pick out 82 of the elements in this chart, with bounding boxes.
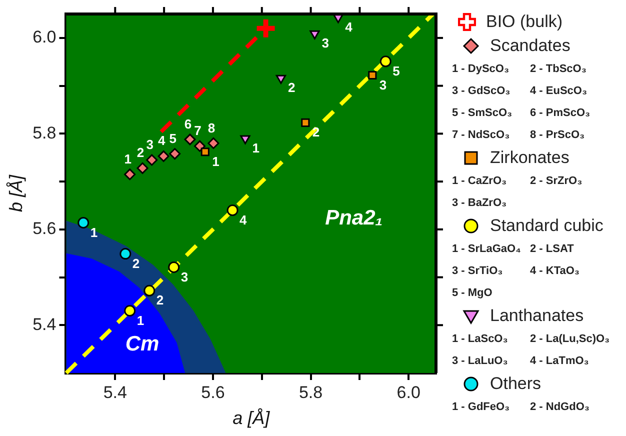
x-tick-label: 6.0	[396, 382, 420, 402]
point	[168, 261, 180, 273]
annotation: 3	[379, 77, 387, 92]
point	[146, 154, 158, 166]
legend-label: Others	[490, 374, 542, 394]
annotation: 2	[132, 256, 140, 271]
point	[226, 204, 238, 216]
y-tick-label: 5.6	[32, 219, 56, 238]
point	[124, 168, 136, 180]
annotation: 3	[180, 269, 188, 284]
point	[124, 305, 136, 317]
point	[169, 148, 181, 160]
legend-label: Lanthanates	[490, 306, 584, 326]
text: 2 - NdGdO₃	[530, 400, 590, 415]
point	[194, 140, 206, 152]
annotation: 5	[169, 130, 176, 146]
x-tick-label: 5.6	[201, 382, 225, 402]
text: 5 - SmScO₃	[452, 106, 514, 121]
annotation: 2	[136, 145, 144, 160]
text: 1 - CaZrO₃	[452, 174, 508, 189]
point	[120, 248, 132, 260]
text: 5 - MgO	[452, 286, 494, 301]
annotation: 3	[146, 137, 154, 152]
point	[184, 134, 196, 146]
annotation: 3	[322, 36, 329, 51]
text: 2 - LSAT	[530, 242, 575, 257]
text: 4 - LaTmO₃	[530, 354, 590, 369]
text: 2 - La(Lu,Sc)O₃	[530, 332, 611, 347]
text: 3 - BaZrO₃	[452, 196, 508, 211]
text: 2 - SrZrO₃	[530, 174, 584, 189]
annotation: 1	[252, 140, 260, 156]
annotation: 2	[156, 292, 164, 308]
annotation: 6	[184, 116, 192, 132]
legend-label: Zirkonates	[490, 148, 570, 168]
annotation: 1	[136, 312, 144, 328]
text: 7 - NdScO₃	[452, 128, 511, 143]
annotation: 1	[124, 151, 132, 166]
point	[380, 56, 392, 68]
text: 4 - KTaO₃	[530, 264, 580, 279]
annotation: 1	[212, 154, 220, 169]
text: 3 - LaLuO₃	[452, 354, 509, 369]
point	[240, 135, 250, 144]
point	[158, 150, 170, 162]
annotation: 1	[90, 224, 98, 240]
text: 3 - SrTiO₃	[452, 264, 504, 279]
text: 1 - LaScO₃	[452, 332, 509, 347]
y-axis-title: b [Å]	[6, 174, 26, 212]
x-tick-label: 5.4	[103, 382, 127, 402]
text: 4 - EuScO₃	[530, 84, 588, 99]
point	[136, 162, 148, 174]
point	[310, 30, 320, 40]
x-axis-title: a [Å]	[232, 408, 271, 428]
y-tick-label: 5.4	[32, 314, 56, 334]
annotation: 2	[288, 80, 296, 96]
annotation: Pna2₁	[325, 206, 383, 230]
legend-label: BIO (bulk)	[486, 12, 563, 32]
text: 6 - PmScO₃	[530, 106, 592, 121]
annotation: 4	[240, 212, 248, 228]
point	[368, 70, 377, 80]
point	[78, 216, 90, 228]
annotation: 4	[158, 133, 166, 148]
legend-label: Standard cubic	[490, 216, 604, 236]
point	[200, 148, 210, 156]
point	[276, 74, 286, 84]
annotation: 4	[345, 19, 354, 34]
y-tick-label: 5.8	[32, 123, 56, 142]
annotation: 7	[194, 123, 202, 138]
annotation: 5	[392, 63, 400, 78]
text: 1 - GdFeO₃	[452, 400, 511, 415]
text: 3 - GdScO₃	[452, 84, 512, 99]
x-tick-label: 5.8	[298, 382, 323, 402]
text: 2 - TbScO₃	[530, 62, 588, 77]
legend-label: Scandates	[490, 36, 570, 56]
text: 1 - DyScO₃	[452, 62, 510, 77]
text: 8 - PrScO₃	[530, 128, 586, 143]
annotation: Cm	[125, 332, 160, 356]
point	[301, 118, 310, 127]
y-tick-label: 6.0	[32, 28, 56, 47]
point	[144, 284, 156, 296]
text: 1 - SrLaGaO₄	[452, 242, 522, 257]
point	[208, 137, 220, 149]
annotation: 8	[208, 120, 216, 136]
